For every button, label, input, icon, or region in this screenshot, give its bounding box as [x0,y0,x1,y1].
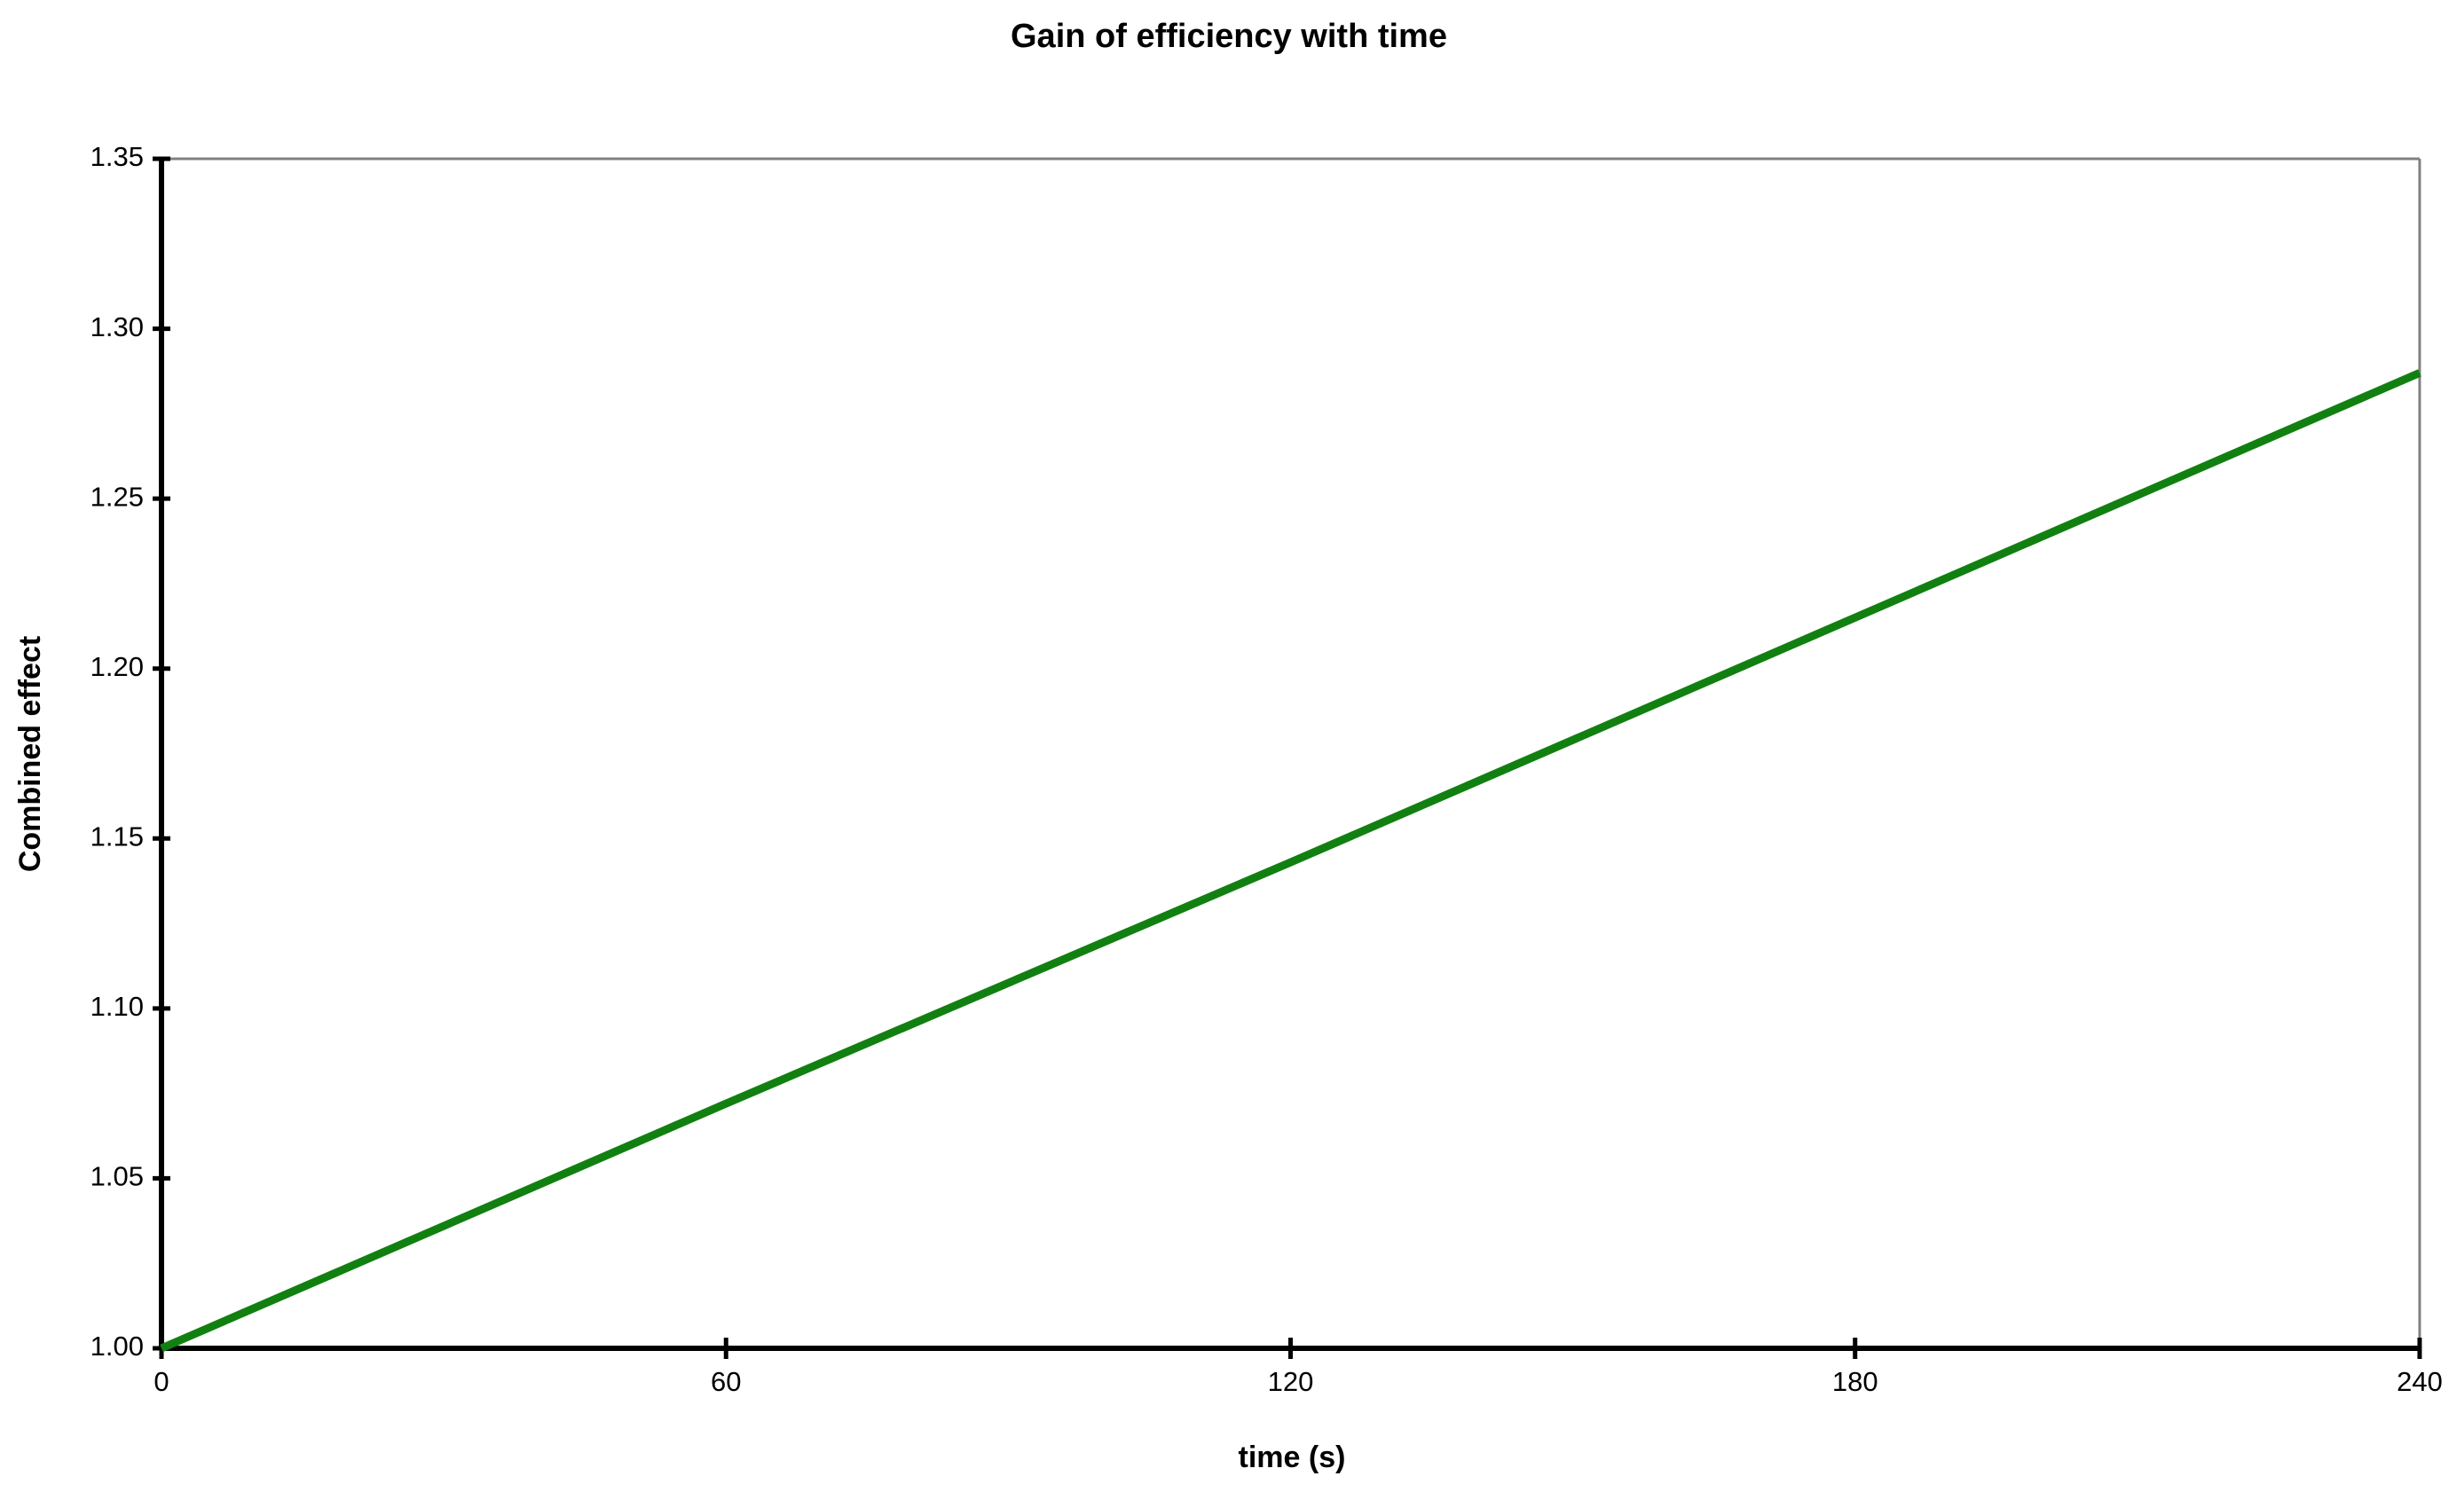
chart-title: Gain of efficiency with time [1011,18,1447,55]
y-axis-title: Combined effect [13,636,47,872]
x-tick-label: 240 [2397,1366,2443,1397]
y-tick-label: 1.25 [91,481,144,512]
x-tick-label: 0 [154,1366,169,1397]
y-tick-label: 1.15 [91,821,144,852]
y-tick-label: 1.05 [91,1161,144,1192]
y-tick-label: 1.20 [91,651,144,682]
y-tick-label: 1.10 [91,991,144,1022]
x-tick-label: 120 [1268,1366,1314,1397]
x-tick-label: 60 [711,1366,741,1397]
data-line [160,369,2421,1353]
y-tick-label: 1.30 [91,311,144,342]
x-tick-label: 180 [1832,1366,1878,1397]
y-tick-label: 1.35 [91,141,144,172]
y-tick-label: 1.00 [91,1331,144,1362]
x-axis-title: time (s) [1239,1441,1346,1474]
